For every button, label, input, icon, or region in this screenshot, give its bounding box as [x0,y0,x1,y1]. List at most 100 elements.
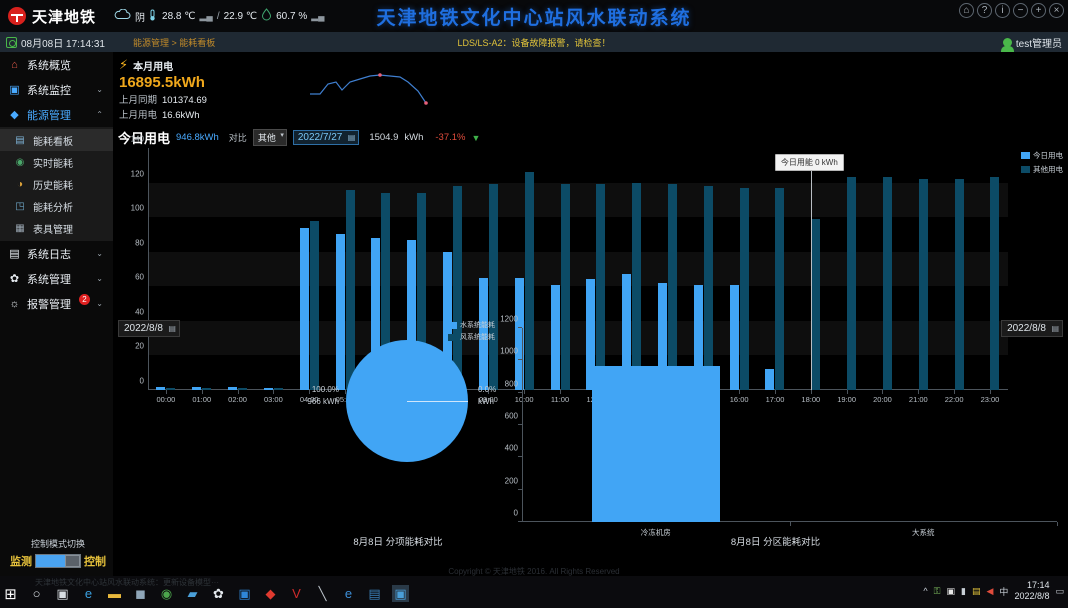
bar-other[interactable] [238,388,248,390]
legend-entry-water[interactable]: 水系统能耗 [448,320,495,330]
bar-other[interactable] [309,220,319,390]
bar-group[interactable]: 11:00 [542,148,578,404]
minimize-icon[interactable]: − [1013,3,1028,18]
bar-group[interactable]: 17:00 [757,148,793,404]
bar-today[interactable] [622,274,632,390]
pie-slice-full[interactable] [346,340,468,462]
lock-icon[interactable]: ⌂ [959,3,974,18]
bar-today[interactable] [156,387,166,390]
battery-icon[interactable]: ▮ [961,585,966,596]
bar-other[interactable] [632,182,642,390]
bar-today[interactable] [299,227,309,390]
bar-today[interactable] [550,284,560,390]
bar-other[interactable] [668,184,677,390]
app-blue-icon[interactable]: ▰ [187,585,198,601]
red-app-icon[interactable]: ◆ [265,585,276,601]
printer-icon[interactable]: ▤ [368,585,381,601]
bar-group[interactable]: 23:00 [972,148,1008,404]
bar-other[interactable] [811,218,821,390]
network-warning-icon[interactable]: ▤ [971,585,981,596]
edge-icon[interactable]: e [84,586,93,601]
legend-entry-wind[interactable]: 风系统能耗 [448,332,495,342]
left-date-picker[interactable]: 2022/8/8 ▤ [118,320,180,337]
taskview-icon[interactable]: ▣ [56,585,69,601]
file-explorer-icon[interactable]: ▬ [108,586,121,601]
compare-date-input[interactable]: 2022/7/27 ▤ [292,130,360,145]
sidebar-item-syslog[interactable]: ▤ 系统日志 ⌄ [0,241,113,266]
vv-app-icon[interactable]: V [292,586,301,601]
chevron-up-icon[interactable]: ^ [923,586,928,596]
bar-group[interactable]: 09:00 [470,148,506,404]
bar-other[interactable] [417,192,427,390]
bar-other[interactable] [739,187,749,390]
bar-other[interactable] [954,179,964,390]
sidebar-item-energy-analysis[interactable]: ◳ 能耗分析 [0,195,113,217]
chrome-icon[interactable]: ◉ [160,585,173,601]
bar-group[interactable]: 18:00 [793,148,829,404]
bar-other[interactable] [453,186,463,390]
store-icon[interactable]: ◼ [135,585,146,601]
notification-icon[interactable]: ▭ [1055,585,1064,596]
monitor-mode-label[interactable]: 监测 [10,556,32,568]
sidebar-item-energy[interactable]: ◆ 能源管理 ⌃ [0,102,113,127]
bar-today[interactable] [335,234,345,390]
volume-icon[interactable]: ◀ [986,585,994,596]
bar-other[interactable] [847,177,857,390]
mode-toggle-switch[interactable] [35,554,81,568]
bar-today[interactable] [693,284,703,390]
bar-group[interactable]: 01:00 [184,148,220,404]
bar-group[interactable]: 04:00 [291,148,327,404]
bar-other[interactable] [345,189,355,390]
bar-other[interactable] [560,184,570,390]
bar-today[interactable] [192,387,202,390]
bar-group[interactable]: 02:00 [220,148,256,404]
bar-other[interactable] [703,186,713,390]
bar-other[interactable] [488,184,498,390]
window-app-icon[interactable]: ▣ [238,585,251,601]
bar-other[interactable] [918,179,928,390]
bar-other[interactable] [166,388,176,390]
bar-other[interactable] [775,187,785,390]
sidebar-item-sysmanage[interactable]: ✿ 系统管理 ⌄ [0,266,113,291]
breadcrumb[interactable]: 能源管理 > 能耗看板 [132,37,216,48]
bar-today[interactable] [478,277,488,390]
bar-other[interactable] [381,192,391,390]
bar-group[interactable]: 22:00 [936,148,972,404]
key-icon[interactable]: ⚿ [933,585,941,596]
bar-today[interactable] [729,284,739,390]
brand-logo[interactable]: 天津地铁 [0,6,96,27]
bar-today[interactable] [586,279,596,390]
start-icon[interactable]: ⊞ [4,585,17,603]
bar-today[interactable] [514,277,524,390]
bar-today[interactable] [371,237,381,390]
bar-other[interactable] [202,388,212,390]
settings-gear-icon[interactable]: ✿ [213,585,224,601]
search-icon[interactable]: ○ [32,586,41,601]
user-menu[interactable]: test管理员 [1000,32,1062,52]
zone-bar[interactable] [591,365,720,522]
taskbar-clock[interactable]: 17:14 2022/8/8 [1014,580,1049,602]
compare-type-select[interactable]: 其他 [252,129,287,146]
bar-today[interactable] [443,251,453,390]
sidebar-item-history-energy[interactable]: ◑ 历史能耗 [0,173,113,195]
bar-group[interactable]: 03:00 [255,148,291,404]
pen-icon[interactable]: ╲ [318,585,327,601]
sidebar-item-alarm[interactable]: ☼ 报警管理 2 ⌄ [0,291,113,316]
bar-today[interactable] [263,387,273,390]
sidebar-item-realtime-energy[interactable]: ◉ 实时能耗 [0,151,113,173]
help-icon[interactable]: ? [977,3,992,18]
bar-group[interactable]: 19:00 [829,148,865,404]
maximize-icon[interactable]: + [1031,3,1046,18]
right-date-picker[interactable]: 2022/8/8 ▤ [1001,320,1063,337]
close-icon[interactable]: × [1049,3,1064,18]
bar-group[interactable]: 20:00 [865,148,901,404]
bar-other[interactable] [596,184,606,390]
bar-other[interactable] [882,177,892,390]
bar-group[interactable]: 05:00 [327,148,363,404]
bar-today[interactable] [407,239,417,390]
bar-other[interactable] [273,388,283,390]
sidebar-item-energy-dashboard[interactable]: ▤ 能耗看板 [0,129,113,151]
ie-icon[interactable]: e [344,586,353,601]
active-app-icon[interactable]: ▣ [392,585,409,602]
control-mode-label[interactable]: 控制 [84,556,106,568]
